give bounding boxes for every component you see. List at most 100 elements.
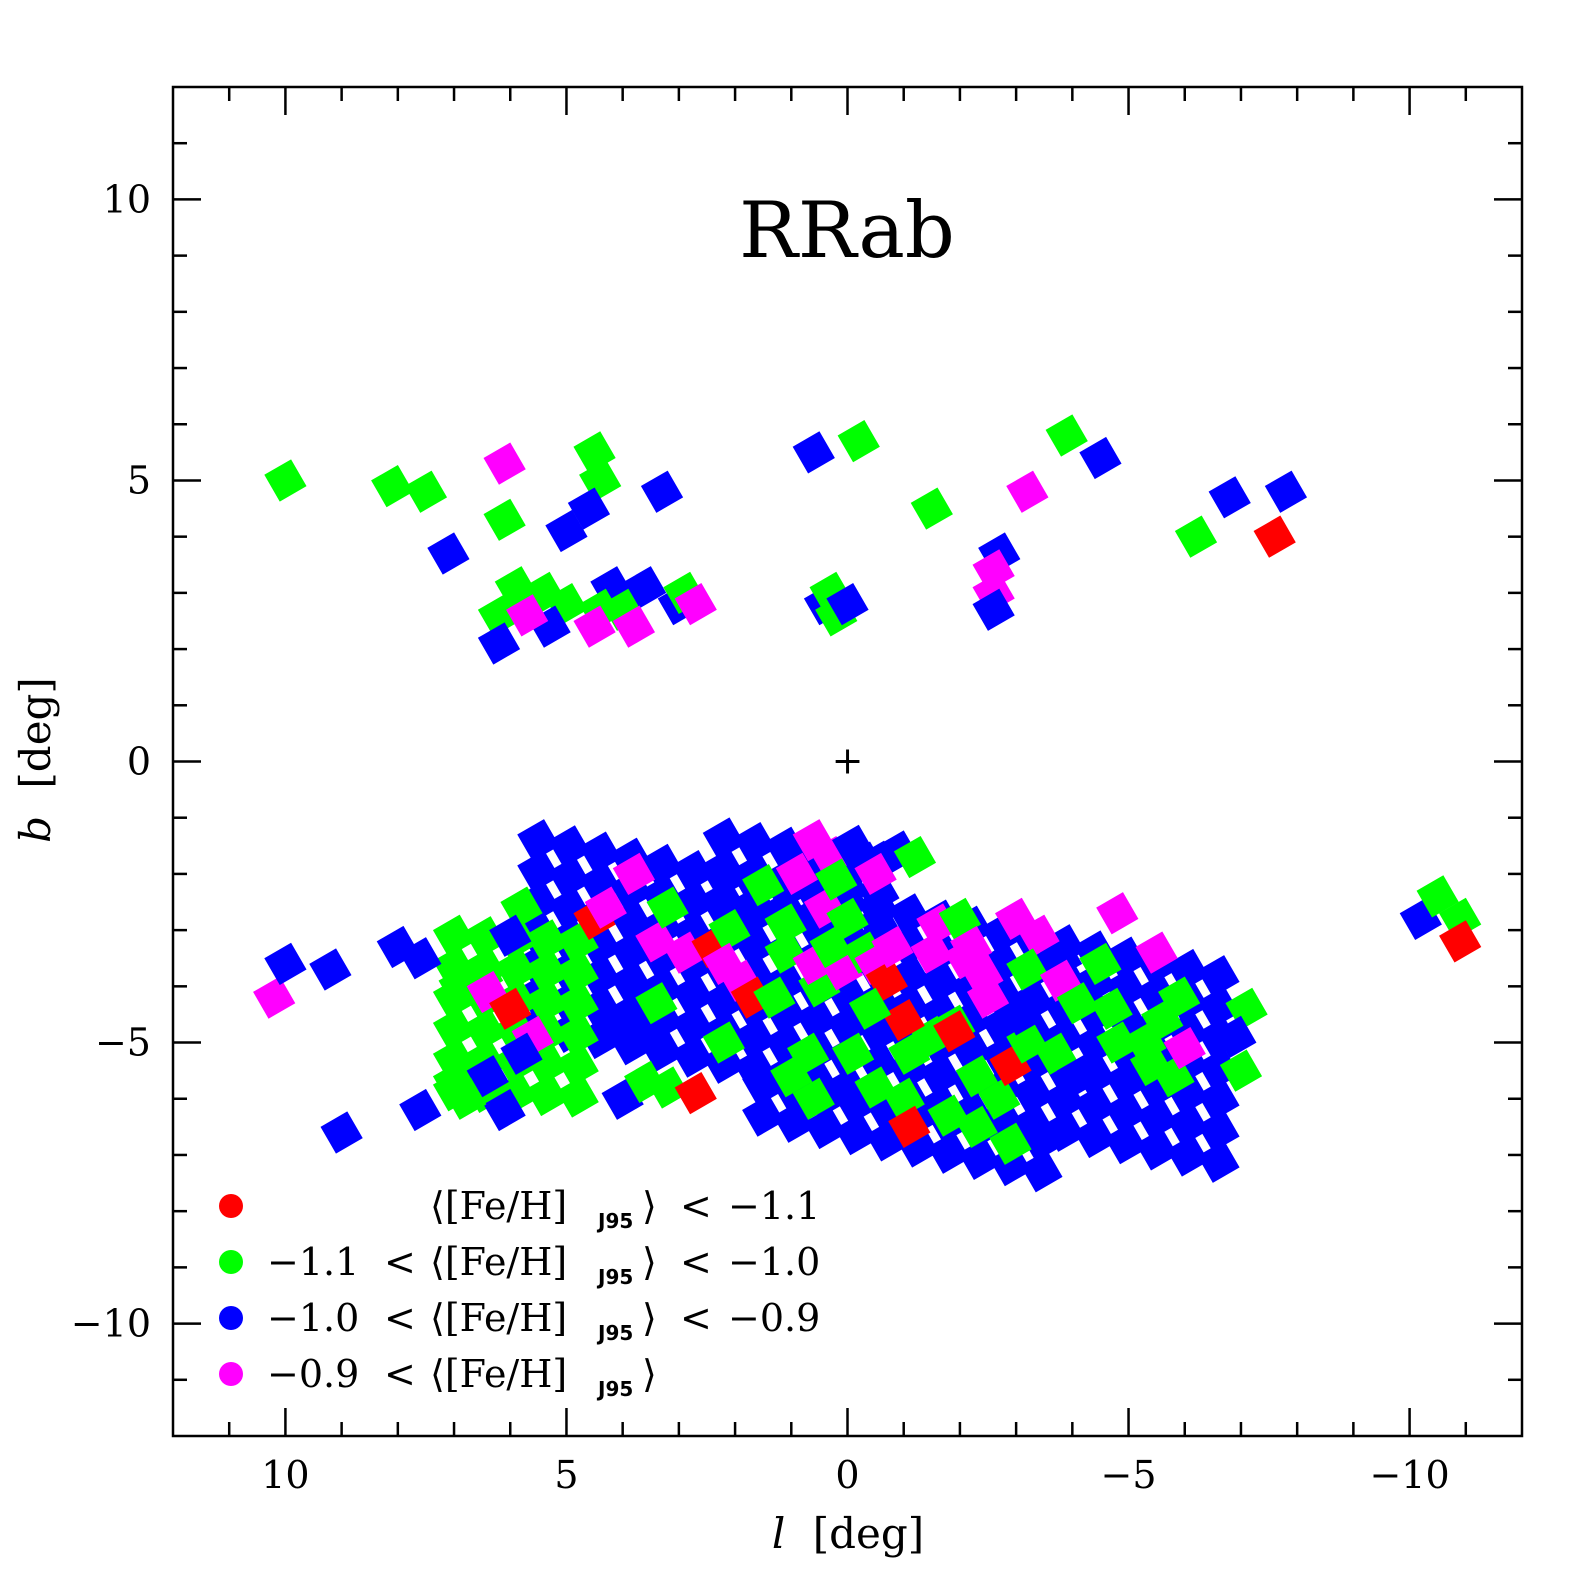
blob-cell [432, 914, 476, 957]
legend-swatch [219, 1362, 243, 1386]
blob-cell [517, 819, 560, 862]
data-cell [1219, 1049, 1263, 1092]
blob-cell [919, 1054, 962, 1097]
data-cell [854, 852, 897, 896]
data-cell [910, 931, 953, 974]
data-cell [371, 464, 414, 508]
data-cell [404, 470, 448, 513]
data-cell [635, 982, 678, 1025]
blob-cell [702, 848, 745, 891]
data-cell [792, 431, 835, 474]
data-cell [674, 583, 717, 626]
blob-cell [556, 1044, 599, 1087]
blob-cell [1197, 986, 1240, 1029]
data-cell [1253, 515, 1296, 558]
x-tick-label: −5 [1101, 1453, 1157, 1497]
data-cell [972, 588, 1015, 631]
data-cell [646, 886, 689, 929]
data-cell [1006, 948, 1049, 991]
data-cell [832, 1032, 875, 1075]
data-cell [320, 1111, 363, 1154]
data-cell [483, 498, 526, 541]
blob-cell [525, 1073, 568, 1117]
data-cell [792, 1077, 835, 1120]
center-plus-icon: + [832, 739, 864, 783]
data-cell [989, 1122, 1032, 1165]
legend-lower: −0.9 [267, 1352, 359, 1396]
data-cell [253, 976, 296, 1019]
blob-cell [548, 856, 591, 899]
data-cell [753, 976, 796, 1019]
data-cell [966, 976, 1010, 1019]
data-cell [938, 897, 982, 940]
x-axis-symbol: l [772, 1509, 785, 1558]
data-cell [612, 605, 656, 648]
blob-cell [494, 948, 537, 991]
data-cell [910, 487, 953, 530]
data-cell [1000, 993, 1043, 1036]
blob-cell [1020, 1119, 1063, 1162]
data-cell [888, 1105, 931, 1148]
data-cell [770, 1055, 813, 1098]
blob-cell [1197, 1109, 1240, 1152]
data-cell [933, 1010, 976, 1053]
data-cell [1056, 982, 1100, 1025]
blob-cell [609, 961, 653, 1004]
data-cell [584, 886, 627, 929]
blob-cell [556, 1075, 599, 1118]
blob-cell [548, 825, 591, 868]
data-cell [399, 1088, 442, 1132]
data-cell [775, 852, 819, 896]
blob-cell [1166, 1134, 1209, 1177]
legend-close: ⟩ [642, 1184, 657, 1228]
data-cell [1079, 436, 1122, 480]
blob-cell [742, 1094, 785, 1137]
data-cell [567, 487, 611, 530]
legend: ⟨[Fe/H] J95 ⟩ < −1.1 −1.1 < ⟨[Fe/H] J95 ⟩ < −1.0 −1.… [219, 1184, 820, 1401]
data-cell [815, 858, 858, 901]
blob-cell [1166, 948, 1209, 992]
legend-upper: −1.1 [728, 1184, 820, 1228]
data-cell [399, 937, 442, 980]
legend-quantity: ⟨[Fe/H] [430, 1184, 567, 1228]
data-cell [1208, 476, 1251, 519]
blob-cell [1166, 1103, 1209, 1146]
data-cell [444, 1077, 487, 1120]
legend-quantity: ⟨[Fe/H] [430, 1352, 567, 1396]
legend-lower: −1.0 [267, 1296, 359, 1340]
x-axis-unit: [deg] [813, 1509, 924, 1558]
y-tick-labels: 10 5 0 −5 −10 [71, 177, 151, 1345]
data-cell [489, 987, 532, 1030]
y-tick-label: −5 [95, 1021, 151, 1065]
data-cell [466, 1055, 509, 1098]
data-cells [253, 414, 1482, 1193]
data-cell [702, 1021, 745, 1064]
x-tick-label: 10 [261, 1453, 309, 1497]
blob-cell [1073, 1084, 1116, 1128]
blob-cell [919, 961, 962, 1004]
blob-cell [671, 849, 715, 893]
y-tick-label: 5 [127, 458, 151, 502]
y-axis-symbol: b [11, 816, 60, 843]
data-cell [1034, 1032, 1077, 1075]
data-cell [1439, 920, 1482, 963]
data-cell [483, 442, 526, 485]
blob-cell [556, 951, 599, 994]
data-cell [264, 459, 307, 502]
data-cell [1006, 470, 1049, 513]
legend-close: ⟩ [642, 1240, 657, 1284]
blob-cell [525, 950, 568, 993]
blob-cell [1011, 1072, 1055, 1115]
blob-cell [556, 1013, 599, 1056]
blob-cell [1104, 1091, 1147, 1134]
blob-cell [556, 982, 599, 1025]
blob-cell [803, 1106, 847, 1150]
legend-upper: −1.0 [728, 1240, 820, 1284]
data-cell [640, 470, 684, 513]
x-tick-label: −10 [1369, 1453, 1449, 1497]
legend-subscript: J95 [596, 1321, 633, 1345]
blob-cell [927, 1131, 970, 1174]
legend-quantity: ⟨[Fe/H] [430, 1240, 567, 1284]
y-axis-unit: [deg] [11, 677, 60, 788]
data-cell [309, 948, 352, 991]
